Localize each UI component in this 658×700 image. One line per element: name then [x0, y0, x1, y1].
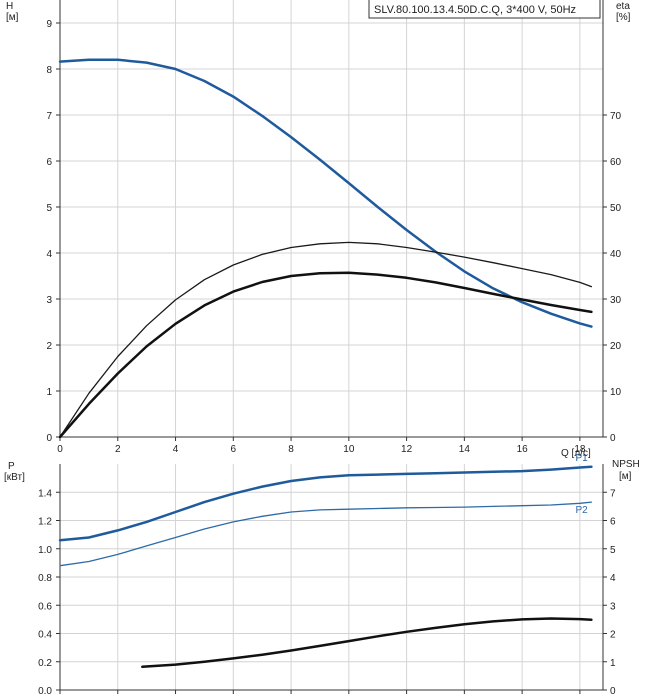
y-tick-label-left: 4	[46, 249, 52, 260]
series-label: P2	[575, 505, 588, 516]
x-tick-label: 6	[231, 444, 237, 455]
y-tick-label-right: 30	[610, 295, 622, 306]
y-tick-label-right: 3	[610, 601, 616, 612]
x-tick-label: 10	[343, 444, 355, 455]
y-tick-label-right: 20	[610, 341, 622, 352]
series-line	[58, 271, 593, 439]
y-tick-label-left: 1.0	[38, 545, 52, 556]
y-tick-label-left: 1.4	[38, 488, 52, 499]
y-tick-label-left: 2	[46, 341, 52, 352]
x-tick-label: 18	[574, 444, 586, 455]
y-tick-label-right: 4	[610, 573, 616, 584]
y-tick-label-left: 0.0	[38, 686, 52, 697]
y-tick-label-right: 5	[610, 545, 616, 556]
y-tick-label-left: 1.2	[38, 517, 52, 528]
y-tick-label-right: 10	[610, 387, 622, 398]
p-axis-label: P [кВт]	[4, 461, 25, 483]
bottom-axis-labels: P [кВт] NPSH [м]	[4, 459, 640, 483]
y-tick-label-left: 0.8	[38, 573, 52, 584]
y-tick-label-right: 6	[610, 517, 616, 528]
x-tick-label: 0	[57, 444, 63, 455]
y-tick-label-left: 9	[46, 19, 52, 30]
npsh-axis-label: NPSH [м]	[612, 459, 640, 482]
x-tick-label: 16	[517, 444, 529, 455]
x-tick-label: 8	[288, 444, 294, 455]
series-line	[141, 617, 593, 669]
chart-title: SLV.80.100.13.4.50D.C.Q, 3*400 V, 50Hz	[374, 4, 576, 16]
x-tick-label: 12	[401, 444, 413, 455]
y-tick-label-right: 70	[610, 111, 622, 122]
y-tick-label-left: 3	[46, 295, 52, 306]
series-label: P1	[575, 453, 588, 464]
x-tick-label: 2	[115, 444, 121, 455]
eta-axis-label: eta [%]	[616, 1, 631, 23]
y-tick-label-right: 40	[610, 249, 622, 260]
title-frame	[368, 0, 601, 19]
y-tick-label-left: 0.4	[38, 630, 52, 641]
y-tick-label-right: 7	[610, 488, 616, 499]
x-axis-label: Q [л/с]	[561, 448, 591, 459]
y-tick-label-right: 1	[610, 658, 616, 669]
y-tick-label-right: 0	[610, 433, 616, 444]
series-line	[59, 241, 593, 438]
series-line	[59, 501, 593, 567]
h-axis-label: H [м]	[6, 1, 19, 23]
y-tick-label-left: 5	[46, 203, 52, 214]
series-line	[58, 58, 593, 328]
chart-title-box: SLV.80.100.13.4.50D.C.Q, 3*400 V, 50Hz	[368, 0, 601, 19]
y-tick-label-left: 0.6	[38, 601, 52, 612]
y-tick-label-left: 6	[46, 157, 52, 168]
y-tick-label-right: 60	[610, 157, 622, 168]
series-line	[58, 465, 593, 542]
y-tick-label-right: 2	[610, 630, 616, 641]
x-tick-label: 4	[173, 444, 179, 455]
y-tick-label-right: 50	[610, 203, 622, 214]
y-tick-label-left: 0.2	[38, 658, 52, 669]
y-tick-label-left: 8	[46, 65, 52, 76]
y-tick-label-left: 0	[46, 433, 52, 444]
x-tick-label: 14	[459, 444, 471, 455]
y-tick-label-left: 1	[46, 387, 52, 398]
y-tick-label-left: 7	[46, 111, 52, 122]
top-axis-labels: H [м] eta [%] Q [л/с]	[6, 1, 631, 459]
power-npsh-panel: 0.0 0.2 0.4 0.6 0.8 1.0 1.2 1.4 0 1 2 3 4 5 6 7 P1 P2	[38, 453, 616, 697]
y-tick-label-right: 0	[610, 686, 616, 697]
